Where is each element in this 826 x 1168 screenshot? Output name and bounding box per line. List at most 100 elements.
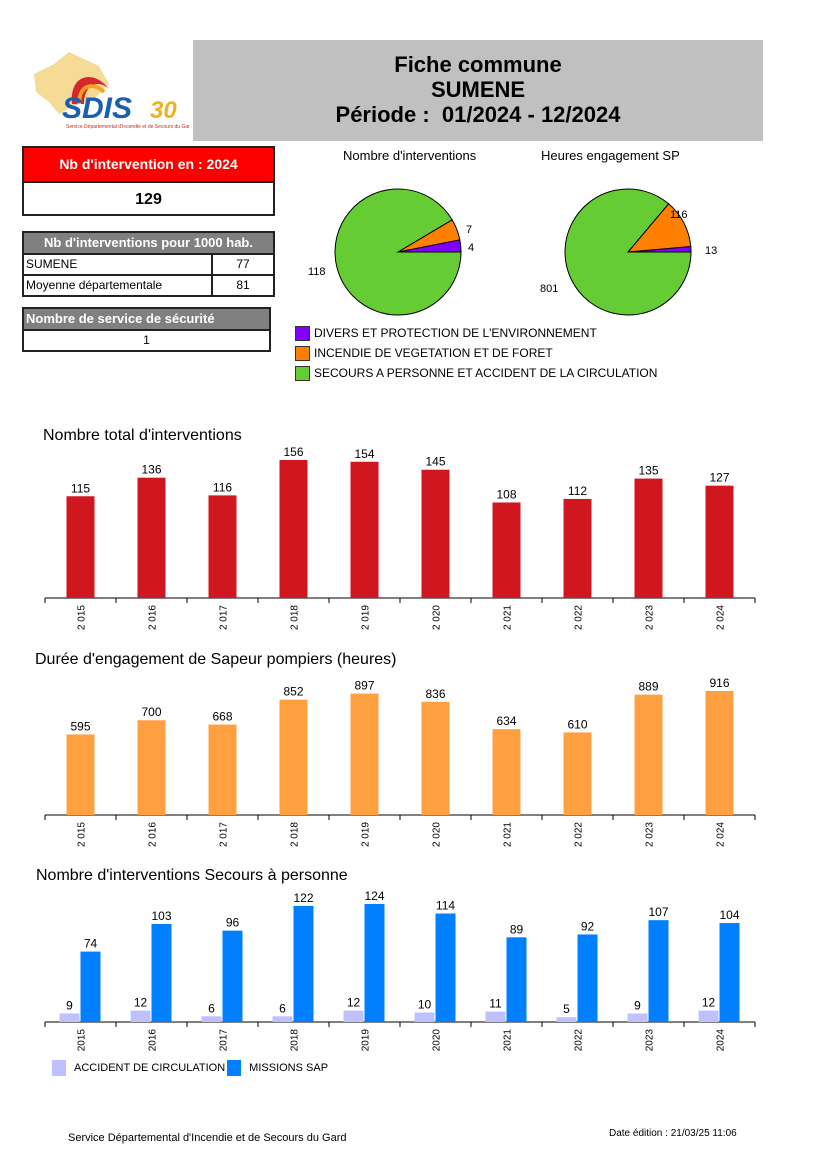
bar xyxy=(293,905,314,1022)
table-row: SUMENE 77 xyxy=(24,253,273,274)
security-value: 1 xyxy=(24,329,269,350)
bar-value-label: 89 xyxy=(510,922,524,936)
bar-value-label: 112 xyxy=(568,484,587,498)
header-title: Fiche commune xyxy=(394,52,562,77)
row-name: Moyenne départementale xyxy=(24,276,213,295)
legend-label: DIVERS ET PROTECTION DE L'ENVIRONNEMENT xyxy=(314,326,597,340)
legend-label: ACCIDENT DE CIRCULATION xyxy=(74,1062,226,1074)
bar-chart-interventions: 2 015 2 016 2 017 2 018 2 019 2 020 2 021 2 022… xyxy=(44,445,756,630)
legend-item: SECOURS A PERSONNE ET ACCIDENT DE LA CIR… xyxy=(295,363,657,383)
x-tick-label: 2020 xyxy=(432,1029,443,1052)
bar-value-label: 6 xyxy=(208,1001,215,1015)
bar-value-label: 114 xyxy=(436,899,455,913)
bar xyxy=(137,720,166,815)
bar xyxy=(698,1010,719,1022)
bar-value-label: 634 xyxy=(496,714,516,728)
bar-value-label: 115 xyxy=(71,481,90,495)
bar xyxy=(648,920,669,1022)
bar-value-label: 108 xyxy=(496,487,516,501)
bar xyxy=(208,724,237,815)
bar-value-label: 852 xyxy=(283,685,303,699)
bar xyxy=(435,913,456,1022)
x-tick-label: 2 018 xyxy=(290,605,301,630)
bar xyxy=(634,478,663,598)
pie-chart-interventions: 4 7 118 xyxy=(308,188,474,316)
x-tick-label: 2 021 xyxy=(503,822,514,847)
bar xyxy=(421,469,450,598)
pie-slice-label: 801 xyxy=(540,283,558,295)
x-tick-label: 2024 xyxy=(716,1029,727,1052)
bar-value-label: 136 xyxy=(141,463,161,477)
x-tick-label: 2 016 xyxy=(148,822,159,847)
bar xyxy=(80,951,101,1022)
bar-value-label: 92 xyxy=(581,919,595,933)
bar-value-label: 127 xyxy=(709,471,729,485)
x-tick-label: 2 022 xyxy=(574,605,585,630)
pie-slice-label: 116 xyxy=(670,209,688,221)
x-tick-label: 2022 xyxy=(574,1029,585,1052)
pie-slice xyxy=(334,188,462,316)
x-tick-label: 2 023 xyxy=(645,822,656,847)
bar-value-label: 122 xyxy=(293,891,313,905)
x-tick-label: 2016 xyxy=(148,1029,159,1052)
bar xyxy=(634,694,663,815)
bar xyxy=(137,477,166,598)
bar xyxy=(66,496,95,598)
bar xyxy=(279,460,308,598)
bar xyxy=(279,699,308,815)
period: Période : 01/2024 - 12/2024 xyxy=(335,102,621,127)
per-1000-header: Nb d'interventions pour 1000 hab. xyxy=(24,233,273,253)
bar xyxy=(272,1016,293,1022)
bar xyxy=(705,691,734,815)
bar-value-label: 124 xyxy=(364,889,384,903)
interventions-year-value: 129 xyxy=(135,191,162,208)
x-tick-label: 2021 xyxy=(503,1029,514,1052)
legend-swatch xyxy=(295,345,310,361)
pie-slice-label: 13 xyxy=(705,245,717,257)
bar-value-label: 6 xyxy=(279,1001,286,1015)
bar xyxy=(151,923,172,1022)
bar-value-label: 104 xyxy=(719,908,739,922)
sdis30-logo: SDIS 30 Service Départemental d'Incendie… xyxy=(24,44,193,138)
bar-value-label: 700 xyxy=(141,705,161,719)
bar-value-label: 916 xyxy=(709,676,729,690)
x-tick-label: 2018 xyxy=(290,1029,301,1052)
chart-title-hours: Durée d'engagement de Sapeur pompiers (h… xyxy=(35,651,397,668)
bar-value-label: 135 xyxy=(638,464,658,478)
per-1000-table: Nb d'interventions pour 1000 hab. SUMENE… xyxy=(22,231,275,297)
bar xyxy=(414,1012,435,1022)
svg-text:SDIS: SDIS xyxy=(62,92,132,125)
security-table: Nombre de service de sécurité 1 xyxy=(22,307,271,352)
commune-name: SUMENE xyxy=(430,77,526,102)
bar-value-label: 9 xyxy=(634,998,641,1012)
bar-value-label: 610 xyxy=(567,717,587,731)
bar-value-label: 116 xyxy=(213,480,232,494)
bar-value-label: 154 xyxy=(354,447,374,461)
bar xyxy=(222,930,243,1022)
interventions-year-box: Nb d'intervention en : 2024 129 xyxy=(22,146,275,216)
x-tick-label: 2 018 xyxy=(290,822,301,847)
svg-text:Service Départemental d'Incend: Service Départemental d'Incendie et de S… xyxy=(66,124,190,130)
legend-swatch xyxy=(295,365,310,381)
table-row: Moyenne départementale 81 xyxy=(24,274,273,295)
bar xyxy=(577,934,598,1022)
x-tick-label: 2 015 xyxy=(77,605,88,630)
bar-value-label: 10 xyxy=(418,997,432,1011)
pie-chart-hours: 13 116 801 xyxy=(540,188,717,316)
footer-org: Service Départemental d'Incendie et de S… xyxy=(68,1132,347,1144)
bar xyxy=(563,498,592,598)
bar xyxy=(506,937,527,1022)
bar xyxy=(201,1016,222,1022)
bar-value-label: 156 xyxy=(283,445,303,459)
x-tick-label: 2 021 xyxy=(503,605,514,630)
x-tick-label: 2015 xyxy=(77,1029,88,1052)
x-tick-label: 2 023 xyxy=(645,605,656,630)
x-tick-label: 2 016 xyxy=(148,605,159,630)
bar-value-label: 12 xyxy=(702,996,716,1010)
bar xyxy=(705,485,734,598)
row-name: SUMENE xyxy=(24,255,213,274)
legend-label: SECOURS A PERSONNE ET ACCIDENT DE LA CIR… xyxy=(314,366,658,380)
bar xyxy=(350,693,379,815)
x-tick-label: 2 022 xyxy=(574,822,585,847)
pie-legend: DIVERS ET PROTECTION DE L'ENVIRONNEMENT … xyxy=(295,323,657,383)
